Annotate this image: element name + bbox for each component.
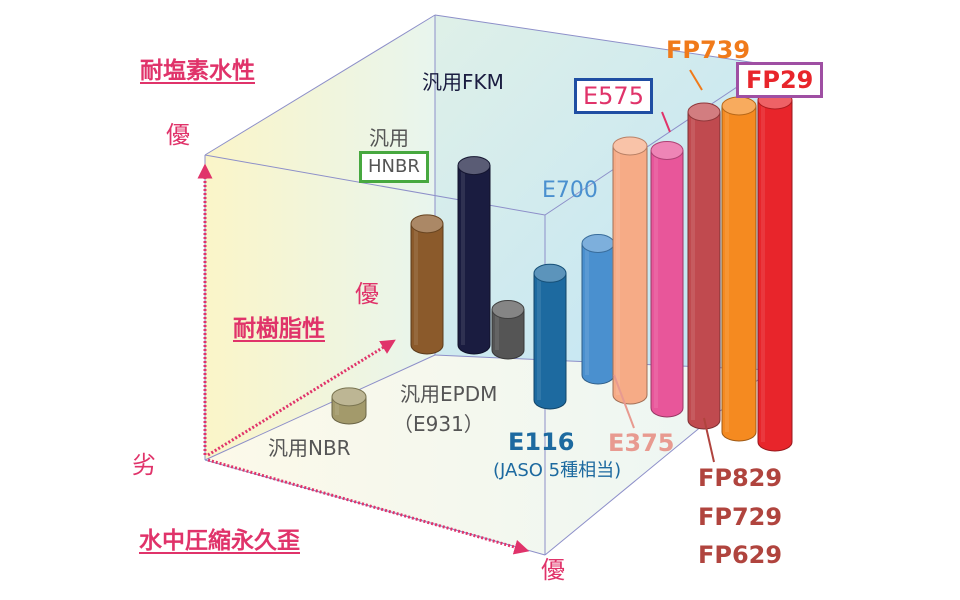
- label-fp729: FP729: [698, 503, 783, 531]
- cube-edge: [434, 14, 771, 66]
- origin-low-label: 劣: [132, 451, 156, 479]
- bar-top: [331, 387, 367, 407]
- bar-top: [687, 102, 721, 122]
- bar-2: [410, 214, 444, 355]
- leader-line: [661, 111, 671, 133]
- cube-edge: [544, 64, 771, 216]
- horizontal-axis-arrow: [207, 458, 530, 555]
- vertical-axis-title: 耐塩素水性: [140, 58, 255, 84]
- bar-highlight: [537, 273, 541, 400]
- label-e375: E375: [608, 429, 675, 457]
- bar-body: [410, 223, 444, 355]
- depth-axis-title: 耐樹脂性: [233, 316, 325, 342]
- leader-line: [689, 69, 703, 91]
- label-e575: E575: [583, 82, 644, 110]
- label-nbr: 汎用NBR: [268, 436, 351, 460]
- bar-8: [650, 140, 684, 418]
- bar-body: [721, 105, 757, 442]
- depth-axis-high: 優: [355, 280, 379, 308]
- bar-11: [757, 90, 793, 452]
- label-fp29-box: FP29: [736, 62, 824, 98]
- cube-edge: [204, 14, 436, 156]
- bar-top: [457, 156, 491, 176]
- bar-top: [650, 140, 684, 160]
- horizontal-axis-title: 水中圧縮永久歪: [139, 528, 300, 554]
- bar-7: [612, 136, 648, 405]
- label-fp29: FP29: [746, 66, 814, 94]
- bar-highlight: [654, 150, 658, 409]
- bar-body: [612, 145, 648, 405]
- bar-body: [533, 272, 567, 410]
- leader-line: [703, 417, 715, 463]
- label-epdm-line2: （E931）: [393, 412, 484, 436]
- vertical-axis-high: 優: [166, 121, 190, 149]
- bar-highlight: [725, 106, 729, 432]
- bar-9: [687, 102, 721, 430]
- label-e700: E700: [542, 178, 598, 203]
- label-fp739: FP739: [666, 36, 751, 64]
- bar-body: [457, 165, 491, 355]
- label-e116-line2: (JASO 5種相当): [493, 460, 622, 481]
- label-hnbr-line1: 汎用: [369, 126, 409, 150]
- bars-group: [331, 69, 793, 463]
- cube-back-face: [435, 15, 770, 370]
- label-e575-box: E575: [574, 78, 653, 114]
- label-e116-line1: E116: [508, 428, 575, 456]
- bar-top: [612, 136, 648, 156]
- bar-body: [757, 99, 793, 452]
- label-fp829: FP829: [698, 464, 783, 492]
- bar-body: [650, 149, 684, 418]
- bar-top: [533, 263, 567, 283]
- bar-6: [581, 234, 615, 385]
- bar-highlight: [585, 243, 589, 375]
- bar-top: [410, 214, 444, 234]
- bar-highlight: [761, 100, 765, 442]
- bar-highlight: [691, 112, 695, 420]
- cube-left-face: [205, 15, 435, 460]
- bar-top: [581, 234, 615, 253]
- bar-10: [721, 96, 757, 442]
- bar-highlight: [461, 165, 465, 345]
- label-fkm: 汎用FKM: [422, 70, 504, 94]
- bar-top: [491, 300, 525, 320]
- bar-body: [491, 309, 525, 360]
- bar-1: [331, 387, 367, 425]
- bar-highlight: [616, 145, 620, 395]
- label-hnbr-line2: HNBR: [368, 156, 420, 177]
- leader-line: [613, 374, 635, 429]
- bar-4: [491, 300, 525, 360]
- horizontal-axis-high: 優: [541, 556, 565, 584]
- bar-highlight: [495, 309, 499, 350]
- bar-5: [533, 263, 567, 410]
- label-epdm-line1: 汎用EPDM: [400, 382, 498, 406]
- bar-highlight: [414, 223, 418, 345]
- bar-highlight: [335, 396, 339, 415]
- bar-top: [721, 96, 757, 116]
- cube-edge: [204, 354, 436, 461]
- bar-3: [457, 156, 491, 355]
- label-fp629: FP629: [698, 541, 783, 569]
- label-hnbr-box: HNBR: [359, 151, 429, 183]
- axis-arrows: [197, 163, 530, 555]
